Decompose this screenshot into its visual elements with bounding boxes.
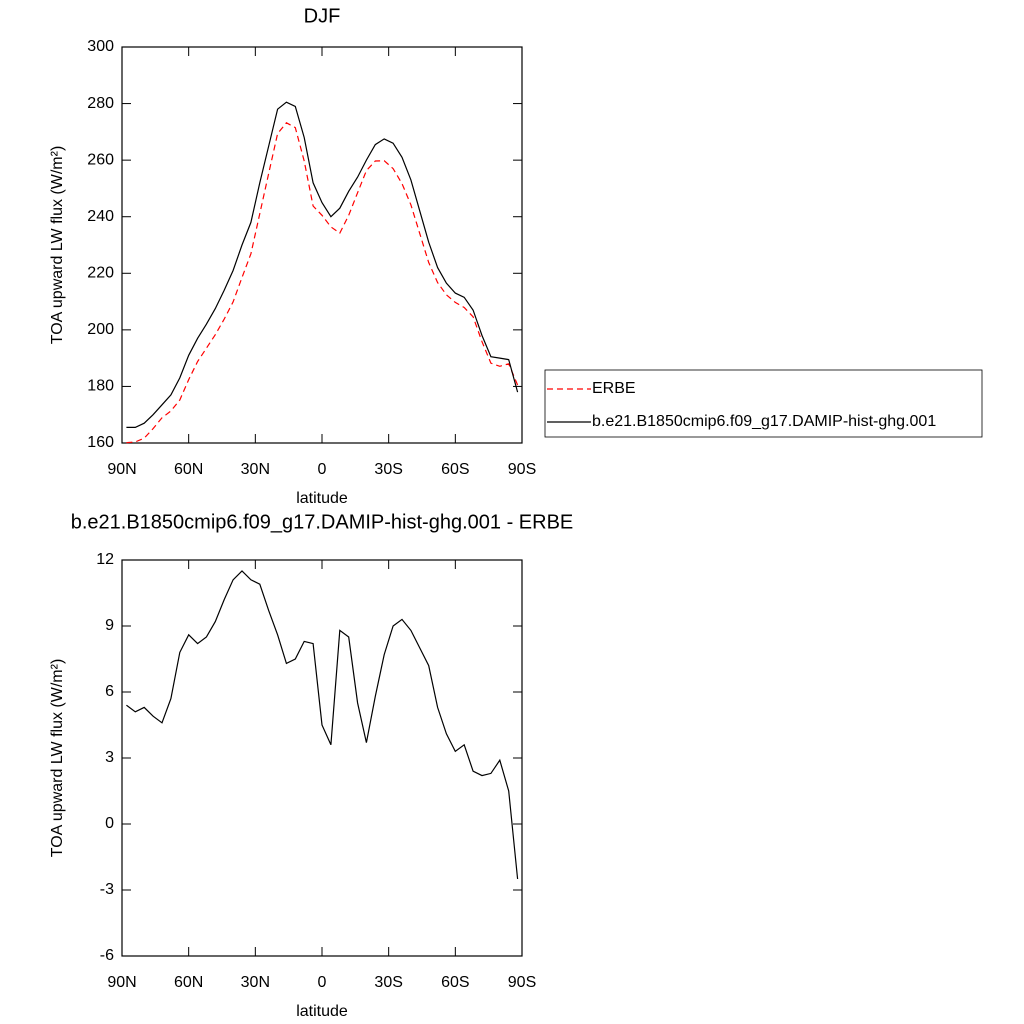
x-tick-label: 30N [241, 461, 270, 478]
x-tick-label: 60N [174, 461, 203, 478]
y-tick-label: 160 [87, 434, 114, 451]
y-tick-label: 12 [96, 551, 114, 568]
x-tick-label: 90N [107, 461, 136, 478]
y-axis-label: TOA upward LW flux (W/m²) [49, 146, 66, 345]
x-tick-label: 0 [318, 461, 327, 478]
y-tick-label: -6 [100, 947, 114, 964]
x-tick-label: 90N [107, 974, 136, 991]
y-tick-label: 200 [87, 321, 114, 338]
plot-frame [121, 559, 523, 957]
y-tick-label: 6 [105, 683, 114, 700]
series-line [126, 101, 519, 428]
y-axis-label: TOA upward LW flux (W/m²) [49, 659, 66, 858]
y-tick-label: 180 [87, 378, 114, 395]
x-tick-label: 30N [241, 974, 270, 991]
y-tick-label: 0 [105, 815, 114, 832]
x-axis-label: latitude [296, 1003, 348, 1020]
series-line [126, 122, 519, 444]
x-tick-label: 90S [508, 974, 536, 991]
series-line [126, 570, 519, 880]
x-tick-label: 60S [441, 461, 469, 478]
y-tick-label: -3 [100, 881, 114, 898]
y-tick-label: 300 [87, 38, 114, 55]
chart-title: b.e21.B1850cmip6.f09_g17.DAMIP-hist-ghg.… [71, 511, 574, 533]
x-axis-label: latitude [296, 490, 348, 507]
legend-label: ERBE [592, 380, 636, 397]
y-tick-label: 9 [105, 617, 114, 634]
x-tick-label: 30S [374, 461, 402, 478]
legend-label: b.e21.B1850cmip6.f09_g17.DAMIP-hist-ghg.… [592, 413, 936, 430]
y-tick-label: 3 [105, 749, 114, 766]
x-tick-label: 60N [174, 974, 203, 991]
x-tick-label: 0 [318, 974, 327, 991]
y-tick-label: 220 [87, 265, 114, 282]
legend-box [544, 369, 983, 438]
y-tick-label: 260 [87, 151, 114, 168]
x-tick-label: 30S [374, 974, 402, 991]
x-tick-label: 60S [441, 974, 469, 991]
x-tick-label: 90S [508, 461, 536, 478]
y-tick-label: 280 [87, 95, 114, 112]
plot-frame [121, 46, 523, 444]
y-tick-label: 240 [87, 208, 114, 225]
chart-title: DJF [304, 5, 341, 27]
